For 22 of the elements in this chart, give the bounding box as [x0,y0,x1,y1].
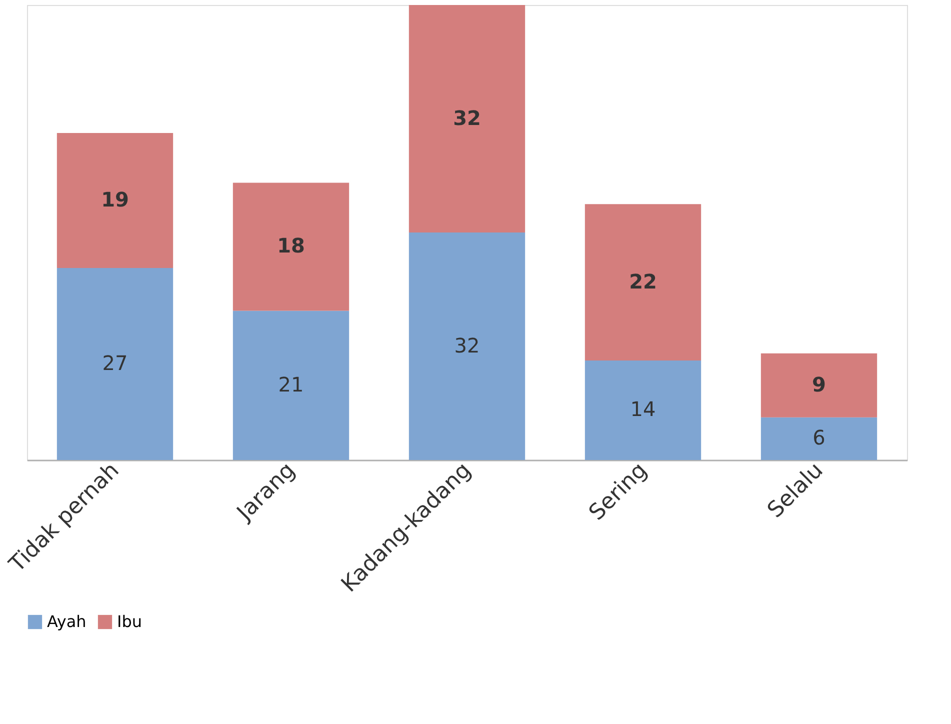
bar [232,182,350,311]
bar [760,353,878,418]
data-label: 32 [453,106,481,130]
legend-label: Ayah [47,612,86,631]
bar [584,204,702,360]
bar [760,417,878,460]
data-label: 14 [630,397,656,422]
bar [408,232,526,460]
data-label: 21 [278,372,304,396]
data-label: 27 [102,351,128,376]
bar [56,268,174,460]
bar [408,5,526,232]
data-label: 18 [277,234,305,258]
data-label: 9 [812,372,826,396]
bar [232,310,350,460]
legend-label: Ibu [117,612,142,631]
data-label: 22 [629,269,657,294]
data-label: 32 [454,333,480,358]
bar [56,132,174,268]
bar [584,360,702,460]
data-label: 19 [101,188,129,212]
data-label: 6 [812,426,826,450]
